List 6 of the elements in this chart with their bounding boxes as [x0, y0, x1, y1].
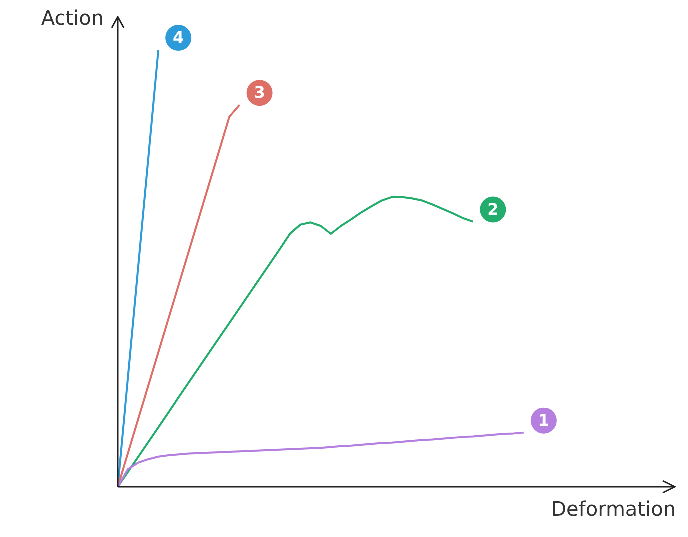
series-label: 4 [173, 28, 184, 48]
x-axis-title: Deformation [551, 497, 676, 522]
series-label: 2 [488, 200, 499, 219]
series-label: 3 [254, 83, 266, 102]
series-label: 1 [538, 410, 550, 430]
y-axis-title: Action [41, 6, 104, 30]
